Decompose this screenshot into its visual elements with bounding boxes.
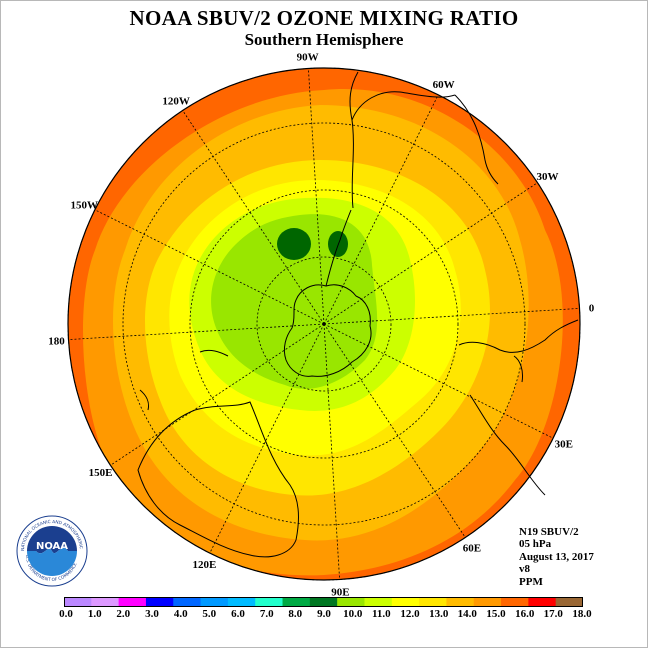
longitude-label: 180 (48, 335, 65, 347)
color-scale-cell (337, 597, 365, 607)
color-scale-tick-label: 13.0 (429, 608, 449, 620)
meridian-line (323, 323, 554, 439)
color-scale-cell (419, 597, 447, 607)
color-scale-cell (64, 597, 92, 607)
color-scale-tick-label: 1.0 (87, 608, 102, 620)
coastline-antarctica (283, 284, 372, 377)
meridian-line (68, 323, 325, 340)
color-scale-cell (528, 597, 557, 607)
satellite-label: N19 SBUV/2 (519, 526, 579, 538)
color-scale-cell (91, 597, 120, 607)
info-block: N19 SBUV/2 05 hPa August 13, 2017 v8 PPM (519, 526, 594, 588)
longitude-label: 90E (331, 587, 349, 599)
longitude-label: 150W (70, 199, 98, 211)
version-label: v8 (519, 563, 530, 576)
longitude-label: 60W (433, 79, 455, 91)
ozone-field (68, 68, 580, 580)
color-scale-tick-label: 8.0 (288, 608, 303, 620)
coastline-antarctic-peninsula (325, 209, 352, 287)
longitude-labels: 0 30W 60W 90W 120W 150W 180 150E 120E 90E 60E 30E (48, 52, 595, 599)
map-subtitle: Southern Hemisphere (244, 30, 404, 49)
pressure-level-label: 05 hPa (519, 538, 552, 551)
color-scale-tick-label: 15.0 (486, 608, 506, 620)
date-label: August 13, 2017 (519, 550, 594, 563)
longitude-label: 60E (463, 543, 481, 555)
color-scale-tick-label: 9.0 (317, 608, 331, 620)
color-scale-cell (145, 597, 174, 607)
color-scale-tick-label: 0.0 (59, 608, 73, 620)
coastline-australia (137, 401, 299, 558)
coastline-new-zealand (139, 349, 229, 411)
band-green (211, 214, 378, 389)
meridian-line (110, 323, 325, 466)
color-scale-cell (200, 597, 229, 607)
longitude-label: 30W (537, 171, 559, 183)
color-scale-tick-label: 10.0 (343, 608, 363, 620)
meridian-line (94, 209, 325, 325)
meridian-line (323, 308, 580, 325)
color-scale-cell (473, 597, 502, 607)
color-scale-tick-label: 11.0 (371, 608, 391, 620)
logo-sky (27, 526, 77, 554)
color-scale-tick-label: 18.0 (572, 608, 592, 620)
meridian-line (323, 182, 538, 325)
map-boundary (67, 67, 581, 581)
color-scale-cell (309, 597, 338, 607)
color-scale-bar (64, 597, 583, 607)
coastline-africa (458, 319, 579, 496)
longitude-label: 120E (192, 559, 216, 571)
ozone-max-west (277, 228, 311, 260)
color-scale-cell (227, 597, 256, 607)
color-scale-cell (555, 597, 583, 607)
color-scale-cell (501, 597, 529, 607)
longitude-label: 30E (555, 439, 573, 451)
meridian-line (323, 323, 466, 538)
color-scale-cell (364, 597, 393, 607)
longitude-label: 90W (297, 52, 319, 64)
meridian-line (209, 323, 325, 554)
color-scale-tick-label: 17.0 (543, 608, 563, 620)
color-scale-tick-label: 7.0 (259, 608, 274, 620)
color-scale-cell (446, 597, 475, 607)
meridian-line (182, 110, 325, 325)
color-scale-tick-label: 12.0 (400, 608, 420, 620)
coastline-madagascar (513, 355, 523, 383)
color-scale-tick-label: 16.0 (515, 608, 535, 620)
map-title: NOAA SBUV/2 OZONE MIXING RATIO (129, 6, 519, 30)
logo-wave (27, 547, 77, 576)
units-label: PPM (519, 575, 543, 588)
color-scale-tick-label: 3.0 (145, 608, 159, 620)
longitude-label: 120W (162, 96, 190, 108)
color-scale-cell (118, 597, 147, 607)
meridian-line (323, 94, 439, 325)
color-scale-cell (173, 597, 202, 607)
color-scale-cell (255, 597, 284, 607)
meridian-line (308, 68, 325, 325)
noaa-logo: NATIONAL OCEANIC AND ATMOSPHERIC ADMINIS… (16, 515, 88, 587)
coastline-south-america (349, 71, 499, 209)
logo-text: NOAA (36, 541, 68, 552)
longitude-label: 0 (589, 303, 595, 315)
color-scale-tick-label: 6.0 (231, 608, 245, 620)
color-scale-tick-label: 4.0 (173, 608, 188, 620)
color-scale-tick-label: 5.0 (202, 608, 217, 620)
meridian-line (323, 323, 340, 580)
coastlines (137, 71, 579, 558)
longitude-label: 150E (89, 467, 113, 479)
color-scale-tick-label: 2.0 (116, 608, 131, 620)
color-scale-cell (391, 597, 420, 607)
color-scale-tick-label: 14.0 (457, 608, 477, 620)
color-scale-cell (282, 597, 311, 607)
